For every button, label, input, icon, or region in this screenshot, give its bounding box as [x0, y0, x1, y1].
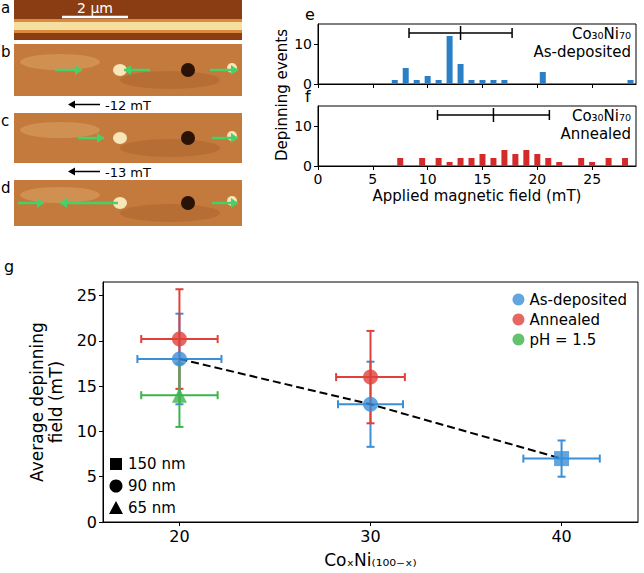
svg-text:10: 10 — [294, 36, 312, 52]
svg-text:25: 25 — [583, 171, 601, 187]
svg-text:10: 10 — [419, 171, 437, 187]
svg-text:d: d — [1, 179, 11, 197]
svg-text:Annealed: Annealed — [529, 311, 600, 329]
svg-text:20: 20 — [169, 527, 189, 546]
svg-text:e: e — [305, 5, 315, 24]
svg-text:0: 0 — [303, 158, 312, 174]
svg-text:20: 20 — [528, 171, 546, 187]
svg-text:10: 10 — [294, 118, 312, 134]
svg-text:20: 20 — [77, 331, 97, 350]
svg-text:Co₃₀Ni₇₀: Co₃₀Ni₇₀ — [572, 25, 631, 43]
svg-text:15: 15 — [77, 377, 97, 396]
svg-text:2 µm: 2 µm — [77, 0, 113, 16]
svg-text:-12 mT: -12 mT — [105, 98, 151, 113]
svg-text:As-deposited: As-deposited — [529, 291, 627, 309]
svg-text:pH = 1.5: pH = 1.5 — [529, 331, 596, 349]
svg-text:Applied magnetic field (mT): Applied magnetic field (mT) — [373, 187, 582, 205]
svg-text:field (mT): field (mT) — [46, 361, 66, 443]
svg-text:10: 10 — [77, 422, 97, 441]
svg-text:Depinning events: Depinning events — [273, 29, 291, 161]
svg-text:65 nm: 65 nm — [128, 499, 176, 517]
svg-text:CoₓNi₍₁₀₀₋ₓ₎: CoₓNi₍₁₀₀₋ₓ₎ — [324, 550, 417, 570]
svg-text:0: 0 — [87, 513, 97, 532]
svg-text:15: 15 — [474, 171, 492, 187]
svg-text:g: g — [4, 257, 14, 276]
svg-text:5: 5 — [87, 467, 97, 486]
svg-text:150 nm: 150 nm — [128, 455, 186, 473]
svg-text:Average depinning: Average depinning — [27, 322, 47, 482]
svg-text:c: c — [1, 112, 9, 130]
svg-text:Co₃₀Ni₇₀: Co₃₀Ni₇₀ — [572, 107, 631, 125]
svg-text:90 nm: 90 nm — [128, 477, 176, 495]
svg-text:-13 mT: -13 mT — [105, 165, 151, 180]
svg-text:40: 40 — [551, 527, 571, 546]
svg-text:0: 0 — [314, 171, 323, 187]
svg-text:0: 0 — [303, 76, 312, 92]
svg-text:5: 5 — [368, 171, 377, 187]
svg-text:Annealed: Annealed — [560, 125, 631, 143]
svg-text:As-deposited: As-deposited — [533, 43, 631, 61]
svg-text:a: a — [1, 0, 10, 17]
svg-text:30: 30 — [360, 527, 380, 546]
svg-text:b: b — [1, 43, 11, 61]
svg-text:f: f — [305, 86, 311, 106]
svg-text:25: 25 — [77, 286, 97, 305]
